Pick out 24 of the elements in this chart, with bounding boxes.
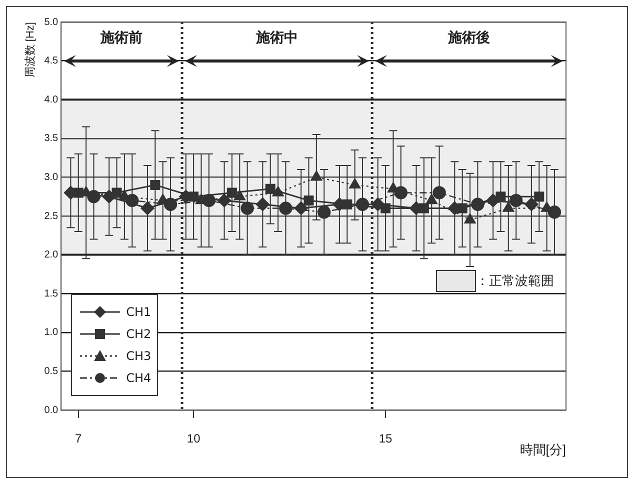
y-tick-label: 3.0 (44, 172, 59, 183)
y-tick-label: 2.0 (44, 250, 59, 261)
y-tick-label: 1.0 (44, 327, 59, 338)
y-tick-label: 0.5 (44, 366, 59, 377)
y-tick-label: 4.0 (44, 94, 59, 106)
y-tick-label: 2.5 (44, 210, 59, 222)
y-tick-label: 4.5 (44, 56, 59, 67)
legend-label: CH1 (126, 305, 152, 319)
y-tick-label: 3.5 (44, 133, 59, 144)
x-tick-label: 10 (186, 432, 201, 446)
annotation: 施術中 (255, 30, 298, 46)
legend-label: ：正常波範囲 (476, 273, 554, 290)
annotation: 施術前 (100, 30, 143, 46)
y-axis-title: 周波数 [Hz] (24, 22, 37, 78)
legend-label: CH4 (126, 371, 152, 385)
y-tick-label: 1.5 (44, 288, 59, 300)
y-tick-label: 5.0 (44, 16, 59, 28)
x-tick-label: 15 (378, 432, 393, 446)
x-tick-label: 7 (75, 432, 82, 446)
x-axis-title: 時間[分] (520, 442, 566, 457)
annotation: 施術後 (447, 30, 490, 46)
y-tick-label: 0.0 (44, 404, 59, 416)
legend-label: CH3 (126, 349, 152, 363)
legend-label: CH2 (126, 327, 152, 341)
